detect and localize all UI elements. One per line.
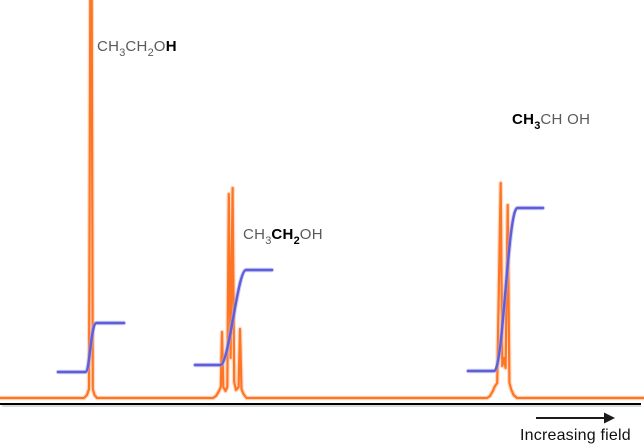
formula-part: CH: [97, 38, 120, 55]
formula-part-bold: H: [165, 38, 177, 55]
formula-part: CH: [125, 38, 148, 55]
formula-label-hydroxyl-proton: CH3CH2OH: [97, 38, 177, 59]
formula-part-bold: CH: [512, 111, 535, 128]
increasing-field-label: Increasing field: [520, 427, 631, 444]
integrator-step-ch3: [466, 206, 545, 373]
formula-part: CH: [243, 226, 266, 243]
formula-part: OH: [299, 226, 323, 243]
spectrum-trace: [0, 0, 644, 400]
formula-part-bold: CH: [271, 226, 294, 243]
formula-subscript-bold: 3: [534, 120, 541, 132]
formula-label-methylene-protons: CH3CH2OH: [243, 226, 323, 247]
integrator-step-ch2: [193, 268, 274, 367]
formula-subscript-bold: 2: [293, 235, 300, 247]
formula-subscript: 2: [147, 47, 154, 59]
formula-label-methyl-protons: CH3CH OH: [512, 111, 590, 132]
increasing-field-arrow-head: [604, 412, 615, 424]
formula-subscript: 3: [265, 235, 272, 247]
spectrum-trace-glow: [0, 0, 644, 401]
formula-part: CH OH: [540, 111, 591, 128]
integrator-step-oh: [56, 321, 126, 374]
formula-part: O: [153, 38, 166, 55]
formula-subscript: 3: [119, 47, 126, 59]
